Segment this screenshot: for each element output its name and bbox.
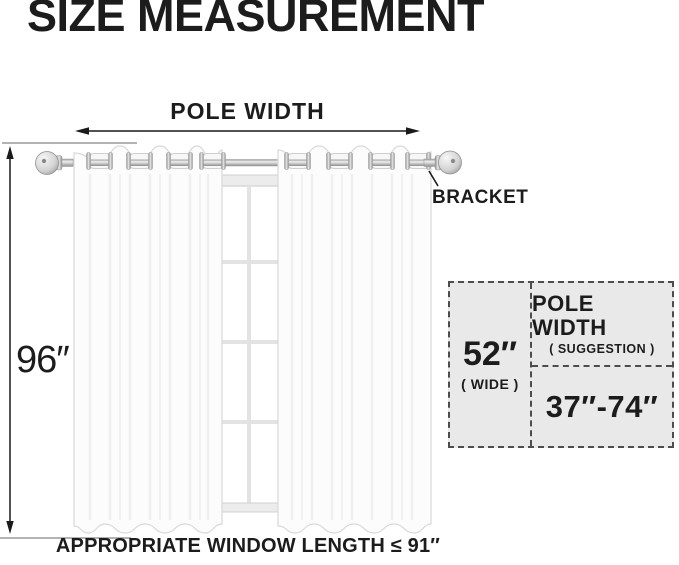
curtain-panel-left — [73, 145, 226, 534]
window — [204, 174, 294, 513]
grommets-right — [284, 152, 431, 170]
curtain-folds-left — [88, 174, 210, 520]
panel-width-value: 52″ — [462, 335, 518, 374]
grommets-left — [86, 152, 226, 170]
window-mullion-vertical — [247, 186, 251, 506]
pole-width-range: 37″-74″ — [545, 388, 659, 424]
window-mullion-3 — [214, 420, 284, 424]
curtain-fabric-right — [277, 145, 432, 534]
height-dimension — [0, 142, 137, 539]
window-mullion-2 — [214, 340, 284, 344]
size-suggestion-table: 52″ ( WIDE ) POLE WIDTH ( SUGGESTION ) 3… — [448, 281, 674, 448]
pole-width-suggestion-cell: POLE WIDTH ( SUGGESTION ) — [532, 283, 672, 367]
pole-width-arrow — [75, 127, 420, 135]
curtain-panel-right — [277, 145, 432, 534]
page-title: SIZE MEASUREMENT — [27, 0, 485, 41]
window-length-note: APPROPRIATE WINDOW LENGTH ≤ 91″ — [55, 535, 441, 557]
panel-width-cell: 52″ ( WIDE ) — [450, 283, 532, 446]
right-finial — [423, 150, 462, 175]
bracket-label: BRACKET — [432, 187, 529, 208]
pole-width-subtitle: ( SUGGESTION ) — [549, 342, 655, 357]
pole-width-label: POLE WIDTH — [170, 98, 325, 124]
pole-width-title: POLE WIDTH — [532, 290, 607, 340]
panel-width-caption: ( WIDE ) — [461, 375, 519, 392]
height-dimension-label: 96″ — [16, 339, 70, 381]
window-mullion-1 — [214, 260, 284, 264]
left-finial — [35, 151, 74, 175]
bracket-leader-line — [428, 170, 439, 187]
curtain-folds-right — [290, 174, 414, 520]
pole-width-range-cell: 37″-74″ — [532, 367, 672, 446]
